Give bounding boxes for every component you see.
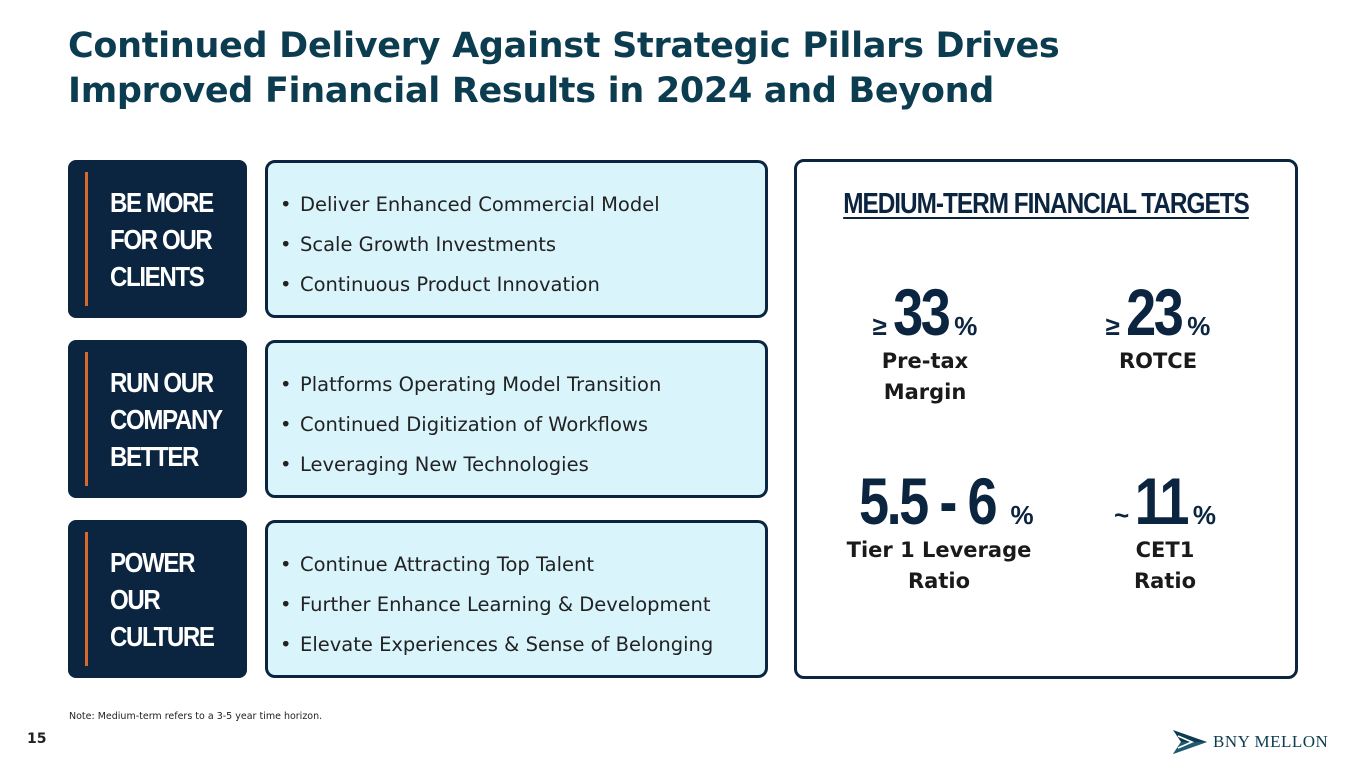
bullet-item: Further Enhance Learning & Development xyxy=(280,585,765,625)
bullet-list: Continue Attracting Top Talent Further E… xyxy=(268,523,765,665)
pillar-label-line: COMPANY xyxy=(110,404,223,435)
metric-tier1-leverage: 5.5 - 6% Tier 1 Leverage Ratio xyxy=(809,463,1069,597)
pillar-label-line: CLIENTS xyxy=(110,261,205,292)
pillar-box-company: Platforms Operating Model Transition Con… xyxy=(265,340,768,498)
bullet-item: Continuous Product Innovation xyxy=(280,265,765,305)
pillar-label-line: CULTURE xyxy=(110,621,215,652)
pillar-label-line: FOR OUR xyxy=(110,224,213,255)
metric-value: 23 xyxy=(1125,275,1184,349)
metric-suffix: % xyxy=(954,311,978,341)
metric-label: ROTCE xyxy=(1118,349,1198,373)
bullet-item: Elevate Experiences & Sense of Belonging xyxy=(280,625,765,665)
bullet-item: Continued Digitization of Workflows xyxy=(280,405,765,445)
metric-label: Margin xyxy=(883,380,967,404)
bullet-item: Platforms Operating Model Transition xyxy=(280,365,765,405)
logo-mark-icon xyxy=(1173,730,1207,754)
metric-label: Tier 1 Leverage xyxy=(846,538,1032,562)
pillar-label-line: BE MORE xyxy=(110,187,214,218)
metric-label: Pre-tax xyxy=(881,349,969,373)
financial-targets-panel: MEDIUM-TERM FINANCIAL TARGETS ≥33% Pre-t… xyxy=(794,159,1298,679)
metric-value: 33 xyxy=(892,275,951,349)
logo-wordmark: BNY MELLON xyxy=(1213,732,1329,751)
pillar-label-line: POWER xyxy=(110,547,195,578)
pillar-label-line: BETTER xyxy=(110,441,199,472)
accent-bar xyxy=(85,172,88,306)
metric-pretax-margin: ≥33% Pre-tax Margin xyxy=(810,274,1040,408)
bullet-item: Scale Growth Investments xyxy=(280,225,765,265)
metric-value: 11 xyxy=(1134,464,1190,538)
pillar-box-clients: Deliver Enhanced Commercial Model Scale … xyxy=(265,160,768,318)
pillar-box-culture: Continue Attracting Top Talent Further E… xyxy=(265,520,768,678)
pillar-label-clients: BE MORE FOR OUR CLIENTS xyxy=(68,160,247,318)
metric-cet1: ~11% CET1 Ratio xyxy=(1050,463,1280,597)
accent-bar xyxy=(85,352,88,486)
metric-suffix: % xyxy=(1187,311,1211,341)
bny-mellon-logo: BNY MELLON xyxy=(1172,728,1342,756)
bullet-list: Deliver Enhanced Commercial Model Scale … xyxy=(268,163,765,305)
pillar-label-culture: POWER OUR CULTURE xyxy=(68,520,247,678)
metric-label: CET1 xyxy=(1135,538,1195,562)
bullet-item: Leveraging New Technologies xyxy=(280,445,765,485)
targets-title: MEDIUM-TERM FINANCIAL TARGETS xyxy=(843,188,1250,220)
slide-title: Continued Delivery Against Strategic Pil… xyxy=(68,24,1168,114)
metric-value: 5.5 - 6 xyxy=(859,464,998,538)
metric-label: Ratio xyxy=(907,569,970,593)
metric-prefix: ~ xyxy=(1113,500,1130,530)
pillar-label-company: RUN OUR COMPANY BETTER xyxy=(68,340,247,498)
bullet-list: Platforms Operating Model Transition Con… xyxy=(268,343,765,485)
footnote: Note: Medium-term refers to a 3-5 year t… xyxy=(69,711,323,722)
page-number: 15 xyxy=(27,731,47,747)
pillar-label-line: RUN OUR xyxy=(110,367,214,398)
bullet-item: Continue Attracting Top Talent xyxy=(280,545,765,585)
metric-rotce: ≥23% ROTCE xyxy=(1043,274,1273,377)
accent-bar xyxy=(85,532,88,666)
metric-prefix: ≥ xyxy=(872,311,887,341)
bullet-item: Deliver Enhanced Commercial Model xyxy=(280,185,765,225)
metric-suffix: % xyxy=(1192,500,1217,530)
pillar-label-line: OUR xyxy=(110,584,161,615)
metric-label: Ratio xyxy=(1133,569,1196,593)
metric-suffix: % xyxy=(1010,500,1034,530)
title-line-1: Continued Delivery Against Strategic Pil… xyxy=(68,26,1060,66)
title-line-2: Improved Financial Results in 2024 and B… xyxy=(68,71,994,111)
metric-prefix: ≥ xyxy=(1105,311,1120,341)
